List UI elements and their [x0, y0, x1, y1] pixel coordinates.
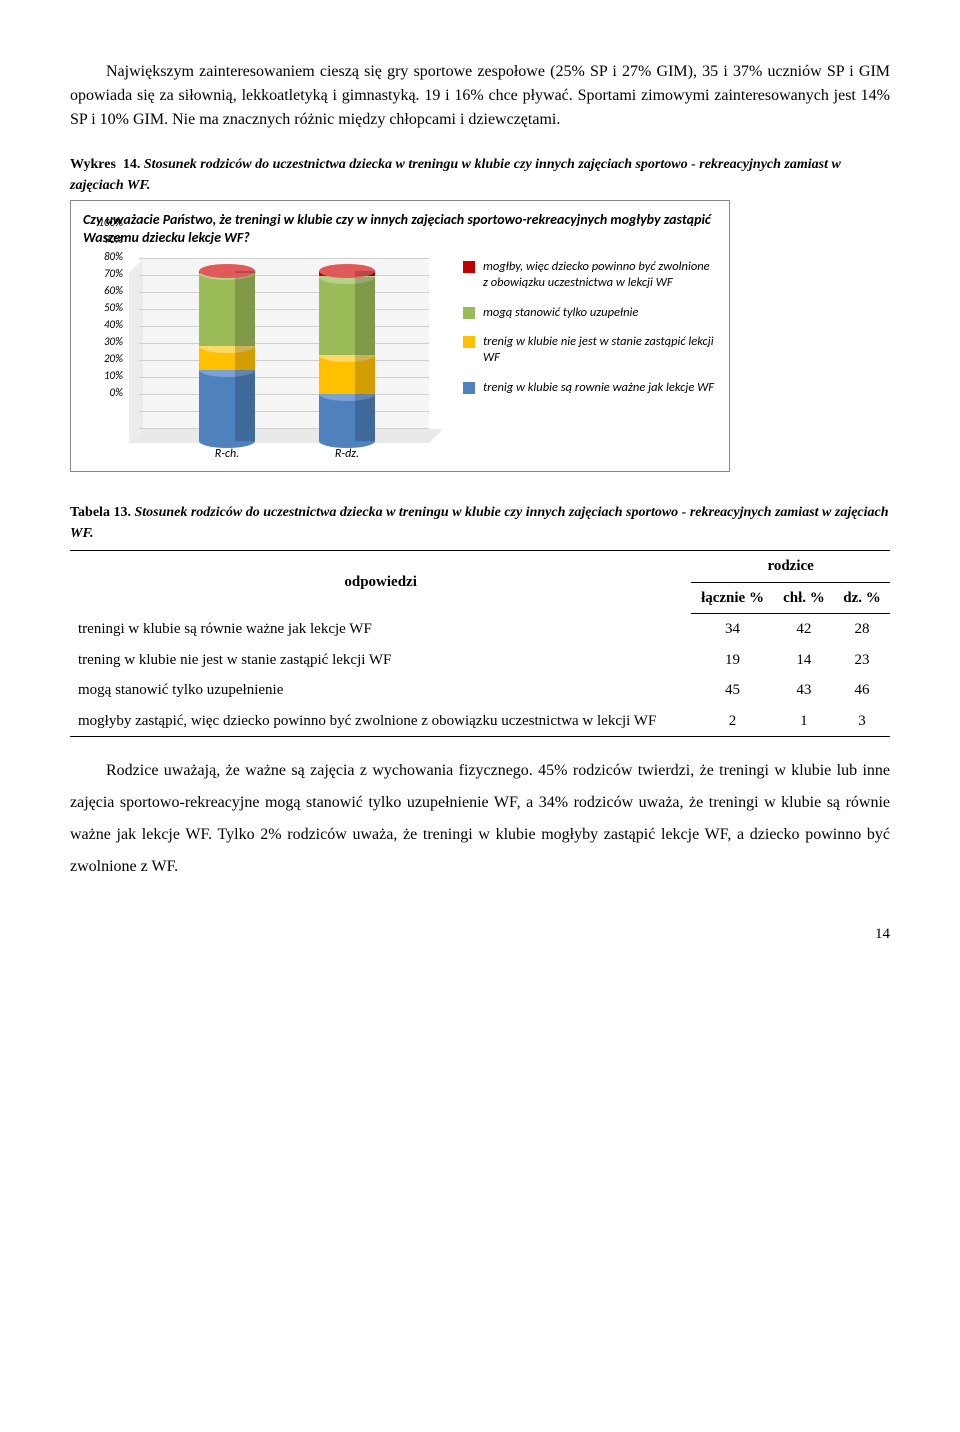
y-tick: 0% — [110, 385, 123, 402]
y-tick: 100% — [98, 215, 123, 232]
chart-bar — [199, 271, 255, 441]
row-label: treningi w klubie są równie ważne jak le… — [70, 614, 691, 645]
chart-caption: Wykres 14. Stosunek rodziców do uczestni… — [70, 154, 890, 196]
row-label: mogą stanowić tylko uzupełnienie — [70, 675, 691, 706]
legend-swatch — [463, 336, 475, 348]
table-caption-body: Stosunek rodziców do uczestnictwa dzieck… — [70, 505, 889, 541]
table-row: treningi w klubie są równie ważne jak le… — [70, 614, 890, 645]
legend-swatch — [463, 382, 475, 394]
cell-value: 23 — [834, 645, 890, 676]
table-row: trening w klubie nie jest w stanie zastą… — [70, 645, 890, 676]
chart-container: Czy uważacie Państwo, że treningi w klub… — [70, 200, 730, 472]
bar-segment — [199, 271, 255, 273]
bar-segment — [319, 277, 375, 355]
cell-value: 46 — [834, 675, 890, 706]
legend-label: trenig w klubie nie jest w stanie zastąp… — [483, 334, 717, 365]
cell-value: 28 — [834, 614, 890, 645]
chart-caption-body: Stosunek rodziców do uczestnictwa dzieck… — [70, 157, 841, 193]
y-tick: 30% — [104, 334, 123, 351]
row-label: mogłyby zastąpić, więc dziecko powinno b… — [70, 706, 691, 737]
bar-segment — [319, 271, 375, 276]
table-row: mogłyby zastąpić, więc dziecko powinno b… — [70, 706, 890, 737]
cell-value: 2 — [691, 706, 773, 737]
legend-label: trenig w klubie są rownie ważne jak lekc… — [483, 380, 714, 396]
cell-value: 43 — [774, 675, 834, 706]
bar-segment — [319, 394, 375, 442]
table-row: mogą stanowić tylko uzupełnienie454346 — [70, 675, 890, 706]
data-table: odpowiedzi rodzice łącznie %chł. %dz. % … — [70, 550, 890, 737]
intro-paragraph: Największym zainteresowaniem cieszą się … — [70, 60, 890, 132]
cell-value: 1 — [774, 706, 834, 737]
y-tick: 10% — [104, 368, 123, 385]
legend-label: mogłby, więc dziecko powinno być zwolnio… — [483, 259, 717, 290]
x-tick: R-dz. — [335, 445, 359, 463]
table-caption: Tabela 13. Stosunek rodziców do uczestni… — [70, 502, 890, 544]
chart-caption-lead: Wykres 14. — [70, 157, 144, 172]
bar-segment — [319, 355, 375, 394]
cell-value: 19 — [691, 645, 773, 676]
y-tick: 40% — [104, 317, 123, 334]
bar-segment — [199, 370, 255, 441]
chart-legend: mogłby, więc dziecko powinno być zwolnio… — [453, 253, 717, 463]
table-column-header: dz. % — [834, 582, 890, 614]
legend-item: mogłby, więc dziecko powinno być zwolnio… — [463, 259, 717, 290]
y-tick: 50% — [104, 300, 123, 317]
page-number: 14 — [70, 923, 890, 946]
table-column-header: łącznie % — [691, 582, 773, 614]
table-superheader: rodzice — [691, 551, 890, 583]
cell-value: 34 — [691, 614, 773, 645]
table-column-header: chł. % — [774, 582, 834, 614]
cell-value: 42 — [774, 614, 834, 645]
chart-bar — [319, 271, 375, 441]
bar-segment — [199, 346, 255, 370]
legend-item: mogą stanowić tylko uzupełnie — [463, 305, 717, 321]
legend-swatch — [463, 261, 475, 273]
y-tick: 80% — [104, 249, 123, 266]
table-caption-lead: Tabela 13. — [70, 505, 134, 520]
legend-item: trenig w klubie są rownie ważne jak lekc… — [463, 380, 717, 396]
x-tick: R-ch. — [215, 445, 239, 463]
chart-plot-area: 0%10%20%30%40%50%60%70%80%90%100% R-ch.R… — [83, 253, 453, 463]
row-label: trening w klubie nie jest w stanie zastą… — [70, 645, 691, 676]
legend-swatch — [463, 307, 475, 319]
cell-value: 3 — [834, 706, 890, 737]
summary-paragraph: Rodzice uważają, że ważne są zajęcia z w… — [70, 755, 890, 883]
legend-label: mogą stanowić tylko uzupełnie — [483, 305, 638, 321]
chart-title: Czy uważacie Państwo, że treningi w klub… — [83, 211, 717, 247]
y-tick: 60% — [104, 283, 123, 300]
cell-value: 14 — [774, 645, 834, 676]
bar-segment — [199, 273, 255, 346]
y-tick: 70% — [104, 266, 123, 283]
table-header-odpowiedzi: odpowiedzi — [70, 551, 691, 614]
legend-item: trenig w klubie nie jest w stanie zastąp… — [463, 334, 717, 365]
y-tick: 90% — [104, 232, 123, 249]
y-tick: 20% — [104, 351, 123, 368]
cell-value: 45 — [691, 675, 773, 706]
